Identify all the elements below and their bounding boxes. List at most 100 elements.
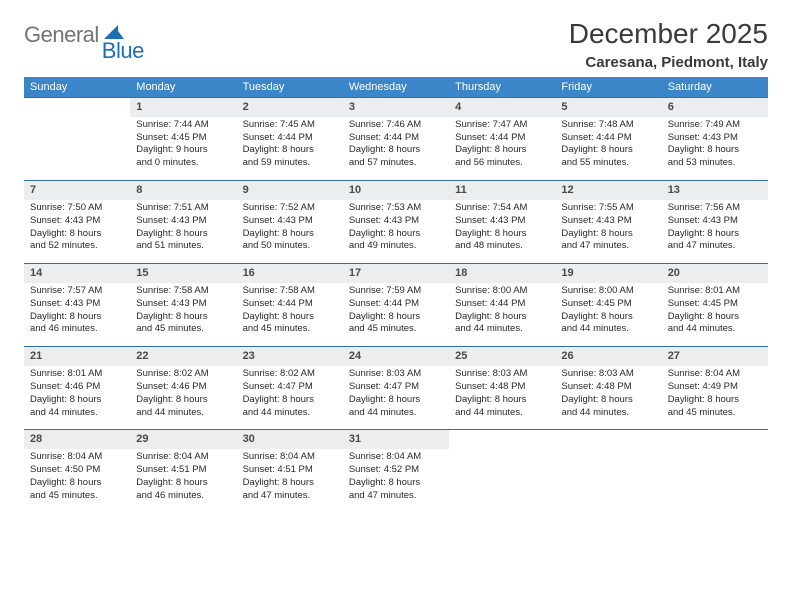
sunset-text: Sunset: 4:45 PM: [136, 132, 230, 145]
day-number: 22: [130, 347, 236, 366]
day-details: Sunrise: 8:03 AMSunset: 4:48 PMDaylight:…: [555, 366, 661, 430]
daylight-text: and 48 minutes.: [455, 240, 549, 253]
daylight-text: and 47 minutes.: [243, 490, 337, 503]
day-number: 31: [343, 430, 449, 449]
sunrise-text: Sunrise: 7:55 AM: [561, 202, 655, 215]
day-number: 15: [130, 264, 236, 283]
sunset-text: Sunset: 4:44 PM: [243, 132, 337, 145]
day-number: 10: [343, 181, 449, 200]
day-details: Sunrise: 7:45 AMSunset: 4:44 PMDaylight:…: [237, 117, 343, 181]
daylight-text: and 0 minutes.: [136, 157, 230, 170]
sunset-text: Sunset: 4:44 PM: [349, 132, 443, 145]
day-number: 30: [237, 430, 343, 449]
sunrise-text: Sunrise: 7:59 AM: [349, 285, 443, 298]
daylight-text: and 51 minutes.: [136, 240, 230, 253]
sunset-text: Sunset: 4:43 PM: [455, 215, 549, 228]
day-details: Sunrise: 7:56 AMSunset: 4:43 PMDaylight:…: [662, 200, 768, 264]
sunrise-text: Sunrise: 7:52 AM: [243, 202, 337, 215]
day-number: 29: [130, 430, 236, 449]
day-info-row: Sunrise: 7:44 AMSunset: 4:45 PMDaylight:…: [24, 117, 768, 181]
day-details: Sunrise: 8:01 AMSunset: 4:45 PMDaylight:…: [662, 283, 768, 347]
daylight-text: and 59 minutes.: [243, 157, 337, 170]
day-of-week-row: SundayMondayTuesdayWednesdayThursdayFrid…: [24, 77, 768, 98]
sunrise-text: Sunrise: 7:50 AM: [30, 202, 124, 215]
day-number: 13: [662, 181, 768, 200]
day-details: Sunrise: 7:47 AMSunset: 4:44 PMDaylight:…: [449, 117, 555, 181]
day-number: 3: [343, 98, 449, 117]
title-block: December 2025 Caresana, Piedmont, Italy: [569, 18, 768, 71]
logo-text-blue: Blue: [102, 38, 144, 64]
header: General Blue December 2025 Caresana, Pie…: [24, 18, 768, 71]
day-details: Sunrise: 8:03 AMSunset: 4:47 PMDaylight:…: [343, 366, 449, 430]
sunrise-text: Sunrise: 7:53 AM: [349, 202, 443, 215]
day-details: Sunrise: 7:50 AMSunset: 4:43 PMDaylight:…: [24, 200, 130, 264]
sunset-text: Sunset: 4:43 PM: [561, 215, 655, 228]
daylight-text: Daylight: 8 hours: [243, 311, 337, 324]
daylight-text: Daylight: 8 hours: [243, 394, 337, 407]
location: Caresana, Piedmont, Italy: [569, 54, 768, 71]
day-of-week-header: Friday: [555, 77, 661, 98]
sunrise-text: Sunrise: 8:04 AM: [668, 368, 762, 381]
sunrise-text: Sunrise: 8:04 AM: [243, 451, 337, 464]
day-number: 8: [130, 181, 236, 200]
empty-cell: [662, 449, 768, 512]
day-number-row: 28293031: [24, 430, 768, 449]
sunrise-text: Sunrise: 8:02 AM: [136, 368, 230, 381]
day-number: 4: [449, 98, 555, 117]
day-number: 17: [343, 264, 449, 283]
sunrise-text: Sunrise: 7:48 AM: [561, 119, 655, 132]
daylight-text: Daylight: 8 hours: [455, 394, 549, 407]
day-number: 28: [24, 430, 130, 449]
day-number: 2: [237, 98, 343, 117]
daylight-text: Daylight: 8 hours: [561, 394, 655, 407]
sunset-text: Sunset: 4:43 PM: [243, 215, 337, 228]
daylight-text: and 44 minutes.: [30, 407, 124, 420]
daylight-text: Daylight: 8 hours: [136, 477, 230, 490]
day-number: 19: [555, 264, 661, 283]
day-details: Sunrise: 8:04 AMSunset: 4:50 PMDaylight:…: [24, 449, 130, 512]
day-of-week-header: Saturday: [662, 77, 768, 98]
sunset-text: Sunset: 4:44 PM: [561, 132, 655, 145]
daylight-text: and 45 minutes.: [243, 323, 337, 336]
daylight-text: and 44 minutes.: [455, 323, 549, 336]
day-details: Sunrise: 8:04 AMSunset: 4:51 PMDaylight:…: [237, 449, 343, 512]
sunset-text: Sunset: 4:44 PM: [455, 298, 549, 311]
sunset-text: Sunset: 4:52 PM: [349, 464, 443, 477]
day-number: 27: [662, 347, 768, 366]
daylight-text: Daylight: 8 hours: [243, 228, 337, 241]
sunrise-text: Sunrise: 8:03 AM: [561, 368, 655, 381]
sunrise-text: Sunrise: 7:51 AM: [136, 202, 230, 215]
month-title: December 2025: [569, 18, 768, 50]
sunrise-text: Sunrise: 7:45 AM: [243, 119, 337, 132]
day-details: Sunrise: 7:49 AMSunset: 4:43 PMDaylight:…: [662, 117, 768, 181]
sunset-text: Sunset: 4:45 PM: [668, 298, 762, 311]
sunrise-text: Sunrise: 8:00 AM: [455, 285, 549, 298]
daylight-text: Daylight: 8 hours: [668, 311, 762, 324]
day-number-row: 14151617181920: [24, 264, 768, 283]
day-number: 24: [343, 347, 449, 366]
daylight-text: Daylight: 8 hours: [349, 311, 443, 324]
daylight-text: Daylight: 8 hours: [561, 311, 655, 324]
daylight-text: and 45 minutes.: [668, 407, 762, 420]
day-details: Sunrise: 7:58 AMSunset: 4:44 PMDaylight:…: [237, 283, 343, 347]
day-number: 21: [24, 347, 130, 366]
day-details: Sunrise: 7:51 AMSunset: 4:43 PMDaylight:…: [130, 200, 236, 264]
sunset-text: Sunset: 4:43 PM: [30, 298, 124, 311]
sunrise-text: Sunrise: 7:54 AM: [455, 202, 549, 215]
day-number-row: 78910111213: [24, 181, 768, 200]
sunrise-text: Sunrise: 8:03 AM: [455, 368, 549, 381]
empty-cell: [449, 430, 555, 449]
daylight-text: Daylight: 8 hours: [349, 394, 443, 407]
daylight-text: Daylight: 8 hours: [30, 228, 124, 241]
daylight-text: and 46 minutes.: [136, 490, 230, 503]
day-details: Sunrise: 7:46 AMSunset: 4:44 PMDaylight:…: [343, 117, 449, 181]
empty-cell: [662, 430, 768, 449]
daylight-text: Daylight: 8 hours: [455, 228, 549, 241]
day-number: 1: [130, 98, 236, 117]
daylight-text: and 44 minutes.: [668, 323, 762, 336]
sunrise-text: Sunrise: 7:58 AM: [136, 285, 230, 298]
sunrise-text: Sunrise: 7:47 AM: [455, 119, 549, 132]
day-number: 23: [237, 347, 343, 366]
sunset-text: Sunset: 4:47 PM: [349, 381, 443, 394]
day-details: Sunrise: 8:04 AMSunset: 4:52 PMDaylight:…: [343, 449, 449, 512]
